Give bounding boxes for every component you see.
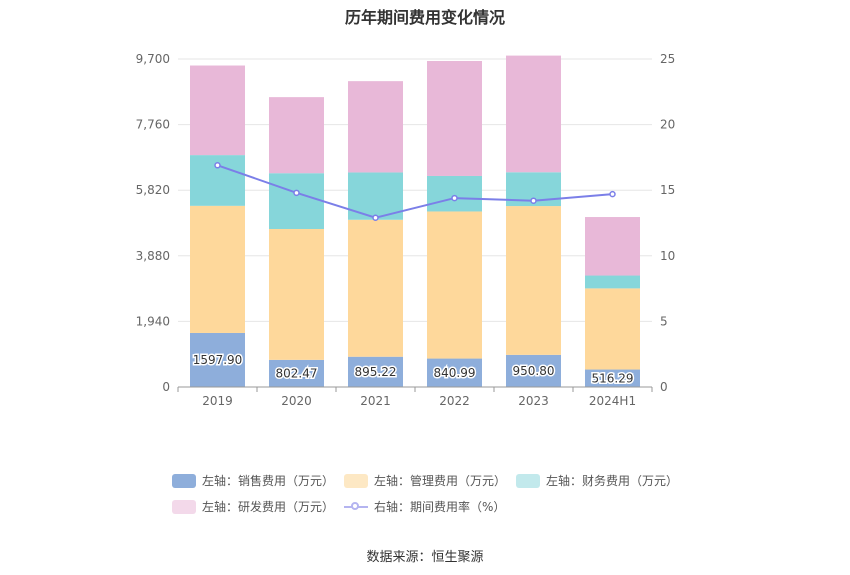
x-tick-label: 2024H1 (589, 394, 636, 408)
bar-segment (585, 217, 640, 276)
bar-segment (269, 173, 324, 230)
bar-value-label: 840.99 (434, 366, 476, 380)
x-tick-label: 2023 (518, 394, 549, 408)
bar-segment (348, 219, 403, 357)
legend-item-rate[interactable]: 右轴：期间费用率（%） (344, 498, 505, 515)
rate-point (609, 190, 616, 198)
rate-point (214, 162, 221, 169)
x-tick-label: 2019 (202, 394, 233, 408)
bars (190, 55, 640, 387)
legend-swatch-sales (172, 473, 196, 488)
rate-point (372, 214, 379, 222)
rate-point (530, 197, 537, 204)
rate-line-path (217, 164, 613, 219)
bar-value-label: 950.80 (513, 364, 555, 378)
legend-label-rate: 右轴：期间费用率（%） (374, 500, 506, 514)
bar-segment (427, 358, 482, 387)
legend-swatch-rd (172, 499, 196, 514)
bar-value-label: 516.29 (592, 371, 634, 385)
bar-segment (269, 229, 324, 360)
rate-point (293, 189, 300, 197)
right-tick-label: 15 (660, 183, 675, 197)
right-tick-label: 0 (660, 380, 668, 394)
bar-segment (348, 81, 403, 173)
right-tick-label: 25 (660, 52, 675, 66)
left-tick-label: 5,820 (136, 183, 170, 197)
right-tick-label: 20 (660, 118, 675, 132)
rate-point (451, 194, 458, 202)
bar-segment (348, 356, 403, 387)
legend-label-rd: 左轴：研发费用（万元） (202, 500, 335, 514)
grid-lines (178, 58, 652, 322)
chart-title: 历年期间费用变化情况 (344, 8, 505, 27)
x-tick-label: 2022 (439, 394, 470, 408)
left-tick-label: 9,700 (136, 52, 170, 66)
left-tick-label: 1,940 (136, 314, 170, 328)
bar-segment (427, 60, 482, 176)
right-tick-label: 5 (660, 314, 668, 328)
legend-swatch-admin (344, 473, 368, 488)
legend-swatch-rate (344, 500, 368, 514)
bar-value-label: 802.47 (276, 366, 318, 380)
x-tick-label: 2020 (281, 394, 312, 408)
bar-labels: 1597.90 802.47 895.22 840.99 950.80 516.29 (191, 351, 635, 386)
bar-value-label: 895.22 (355, 365, 397, 379)
x-tick-label: 2021 (360, 394, 391, 408)
left-tick-label: 0 (162, 380, 170, 394)
right-tick-label: 10 (660, 249, 675, 263)
legend-item-sales[interactable]: 左轴：销售费用（万元） (172, 472, 334, 489)
bar-segment (585, 288, 640, 370)
legend-swatch-finance (516, 473, 540, 488)
bar-value-label: 1597.90 (193, 353, 243, 367)
bar-segment (269, 97, 324, 174)
bar-segment (190, 205, 245, 333)
bar-segment (190, 332, 245, 387)
legend-item-rd[interactable]: 左轴：研发费用（万元） (172, 498, 334, 515)
bar-segment (585, 369, 640, 387)
bar-segment (427, 211, 482, 359)
rate-line (214, 162, 616, 222)
legend-label-finance: 左轴：财务费用（万元） (546, 474, 679, 488)
bar-segment (506, 206, 561, 355)
left-tick-label: 3,880 (136, 249, 170, 263)
axes: 0 1,940 3,880 5,820 7,760 9,700 0 5 10 15 20 25 2019… (136, 52, 676, 408)
bar-segment (190, 65, 245, 156)
bar-segment (506, 354, 561, 387)
data-source: 数据来源：恒生聚源 (366, 550, 484, 565)
bar-segment (506, 55, 561, 173)
legend-item-finance[interactable]: 左轴：财务费用（万元） (516, 472, 678, 489)
legend-label-sales: 左轴：销售费用（万元） (202, 474, 335, 488)
legend-item-admin[interactable]: 左轴：管理费用（万元） (344, 472, 506, 489)
bar-segment (585, 275, 640, 289)
bar-segment (269, 359, 324, 387)
legend-label-admin: 左轴：管理费用（万元） (374, 474, 507, 488)
left-tick-label: 7,760 (136, 118, 170, 132)
bar-segment (427, 175, 482, 212)
